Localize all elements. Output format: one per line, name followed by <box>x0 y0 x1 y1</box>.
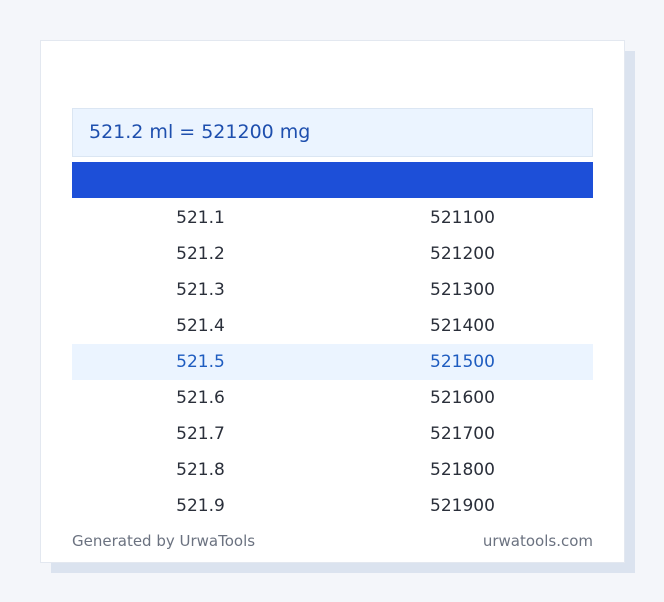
mg-value: 521200 <box>430 244 495 264</box>
table-row: 521.3 521300 <box>72 272 593 308</box>
table-row: 521.1 521100 <box>72 200 593 236</box>
mg-value: 521100 <box>430 208 495 228</box>
mg-value: 521600 <box>430 388 495 408</box>
mg-value: 521700 <box>430 424 495 444</box>
mg-value: 521500 <box>430 352 495 372</box>
ml-value: 521.5 <box>176 352 225 372</box>
ml-value: 521.7 <box>176 424 225 444</box>
table-row-highlighted: 521.5 521500 <box>72 344 593 380</box>
table-row: 521.2 521200 <box>72 236 593 272</box>
mg-value: 521900 <box>430 496 495 516</box>
conversion-table: 521.1 521100 521.2 521200 521.3 521300 5… <box>72 200 593 524</box>
table-row: 521.4 521400 <box>72 308 593 344</box>
ml-value: 521.3 <box>176 280 225 300</box>
table-header <box>72 162 593 198</box>
table-row: 521.8 521800 <box>72 452 593 488</box>
mg-value: 521400 <box>430 316 495 336</box>
ml-value: 521.9 <box>176 496 225 516</box>
mg-value: 521800 <box>430 460 495 480</box>
conversion-card: 521.2 ml = 521200 mg 521.1 521100 521.2 … <box>40 40 625 563</box>
ml-value: 521.6 <box>176 388 225 408</box>
site-url[interactable]: urwatools.com <box>482 532 593 550</box>
table-row: 521.6 521600 <box>72 380 593 416</box>
conversion-result: 521.2 ml = 521200 mg <box>72 108 593 157</box>
generated-by-label: Generated by UrwaTools <box>72 532 256 550</box>
ml-value: 521.2 <box>176 244 225 264</box>
ml-value: 521.8 <box>176 460 225 480</box>
table-row: 521.7 521700 <box>72 416 593 452</box>
ml-value: 521.4 <box>176 316 225 336</box>
table-row: 521.9 521900 <box>72 488 593 524</box>
mg-value: 521300 <box>430 280 495 300</box>
ml-value: 521.1 <box>176 208 225 228</box>
